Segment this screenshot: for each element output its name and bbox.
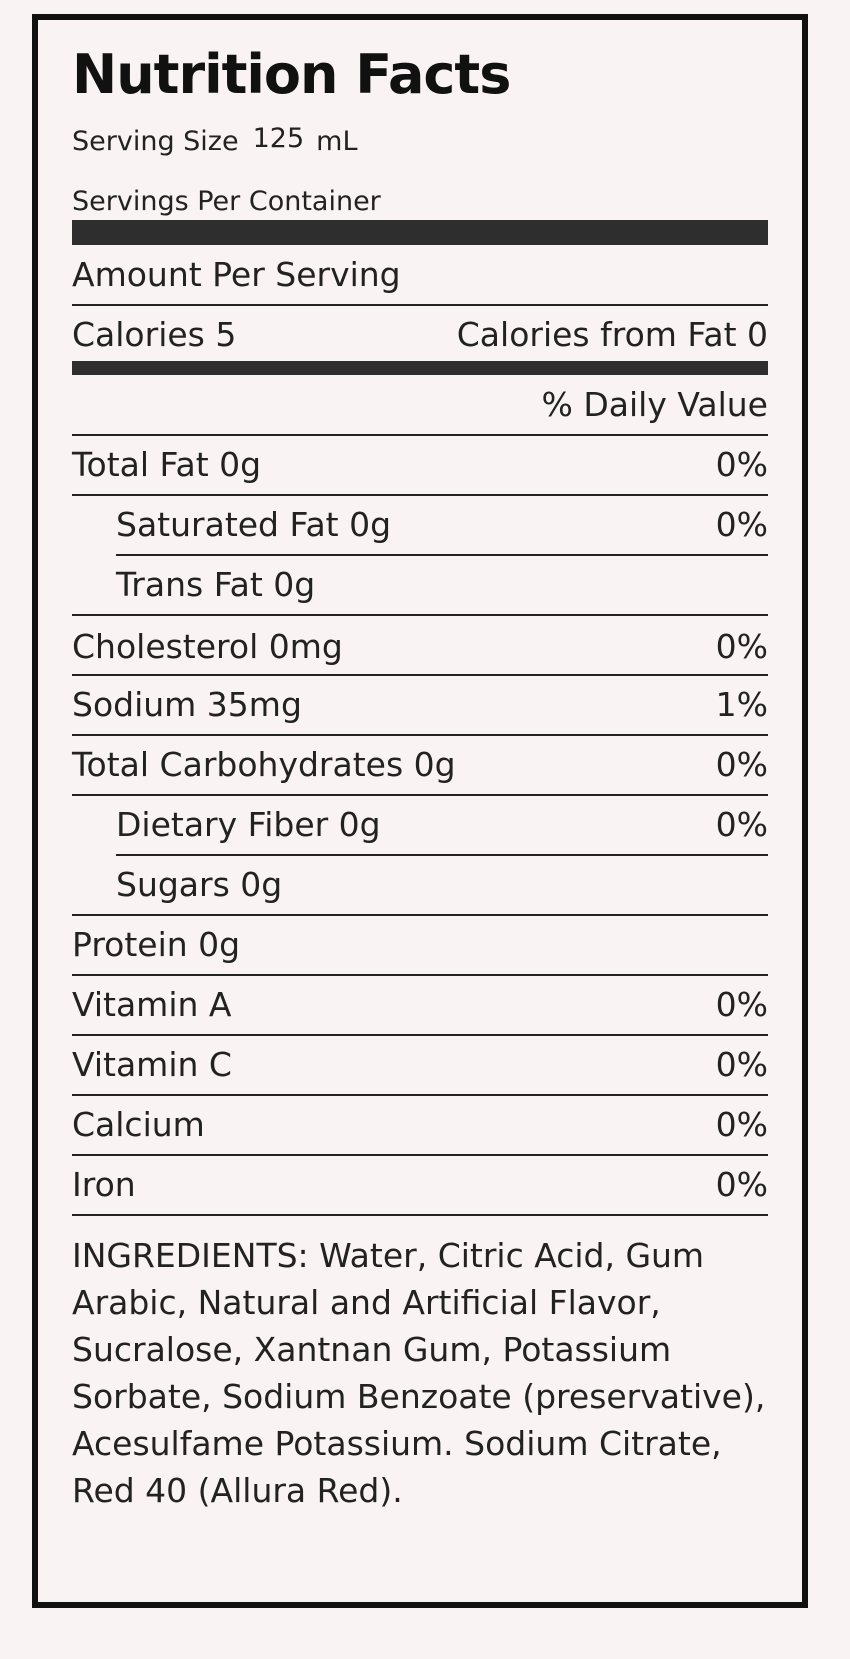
vitamin-dv: 0%: [715, 985, 768, 1024]
nutrient-row: Total Carbohydrates 0g 0%: [72, 734, 768, 796]
vitamin-name: Calcium: [72, 1105, 205, 1144]
nutrient-name: Saturated Fat 0g: [116, 505, 392, 544]
nutrient-row: Trans Fat 0g: [72, 554, 768, 616]
amount-per-serving: Amount Per Serving: [72, 255, 401, 294]
vitamin-name: Vitamin A: [72, 985, 232, 1024]
amount-per-serving-row: Amount Per Serving: [72, 244, 768, 306]
serving-size: Serving Size 125 mL: [72, 123, 358, 157]
nutrient-dv: 0%: [715, 745, 768, 784]
nutrient-name: Cholesterol 0mg: [72, 627, 343, 666]
nutrient-row: Sodium 35mg 1%: [72, 674, 768, 736]
nutrient-name: Sugars 0g: [116, 865, 283, 904]
nutrient-row: Total Fat 0g 0%: [72, 434, 768, 496]
nutrient-name: Protein 0g: [72, 925, 241, 964]
nutrient-name: Sodium 35mg: [72, 685, 302, 724]
vitamin-row: Vitamin A 0%: [72, 974, 768, 1036]
daily-value-header-row: % Daily Value: [72, 374, 768, 436]
calories-row: Calories 5 Calories from Fat 0: [72, 304, 768, 366]
vitamin-row: Iron 0%: [72, 1154, 768, 1216]
nutrient-row: Protein 0g: [72, 914, 768, 976]
nutrient-dv: 0%: [715, 445, 768, 484]
label-title: Nutrition Facts: [72, 43, 511, 106]
nutrient-name: Total Carbohydrates 0g: [72, 745, 456, 784]
serving-size-label: Serving Size: [72, 126, 239, 157]
calories-from-fat: Calories from Fat 0: [456, 315, 768, 354]
nutrient-dv: 0%: [715, 627, 768, 666]
vitamin-name: Iron: [72, 1165, 136, 1204]
nutrient-dv: 0%: [715, 805, 768, 844]
vitamin-name: Vitamin C: [72, 1045, 232, 1084]
nutrient-dv: 0%: [715, 505, 768, 544]
nutrient-name: Trans Fat 0g: [116, 565, 316, 604]
thick-divider: [72, 220, 768, 245]
calories: Calories 5: [72, 315, 237, 354]
serving-size-unit: mL: [316, 126, 358, 157]
nutrient-dv: 1%: [715, 685, 768, 724]
serving-size-value: 125: [252, 123, 305, 154]
vitamin-dv: 0%: [715, 1045, 768, 1084]
nutrient-row: Sugars 0g: [72, 854, 768, 916]
vitamin-row: Calcium 0%: [72, 1094, 768, 1156]
nutrient-row: Cholesterol 0mg 0%: [72, 614, 768, 676]
ingredients-list: INGREDIENTS: Water, Citric Acid, Gum Ara…: [72, 1236, 766, 1510]
vitamin-dv: 0%: [715, 1105, 768, 1144]
vitamin-dv: 0%: [715, 1165, 768, 1204]
servings-per-container: Servings Per Container: [72, 186, 381, 217]
nutrient-name: Dietary Fiber 0g: [116, 805, 381, 844]
nutrient-row: Dietary Fiber 0g 0%: [116, 794, 768, 856]
medium-divider: [72, 361, 768, 375]
daily-value-header: % Daily Value: [541, 385, 768, 424]
vitamin-row: Vitamin C 0%: [72, 1034, 768, 1096]
nutrition-label: Nutrition Facts Serving Size 125 mL Servin…: [32, 14, 808, 1608]
nutrient-name: Total Fat 0g: [72, 445, 262, 484]
nutrient-row: Saturated Fat 0g 0%: [116, 494, 768, 556]
